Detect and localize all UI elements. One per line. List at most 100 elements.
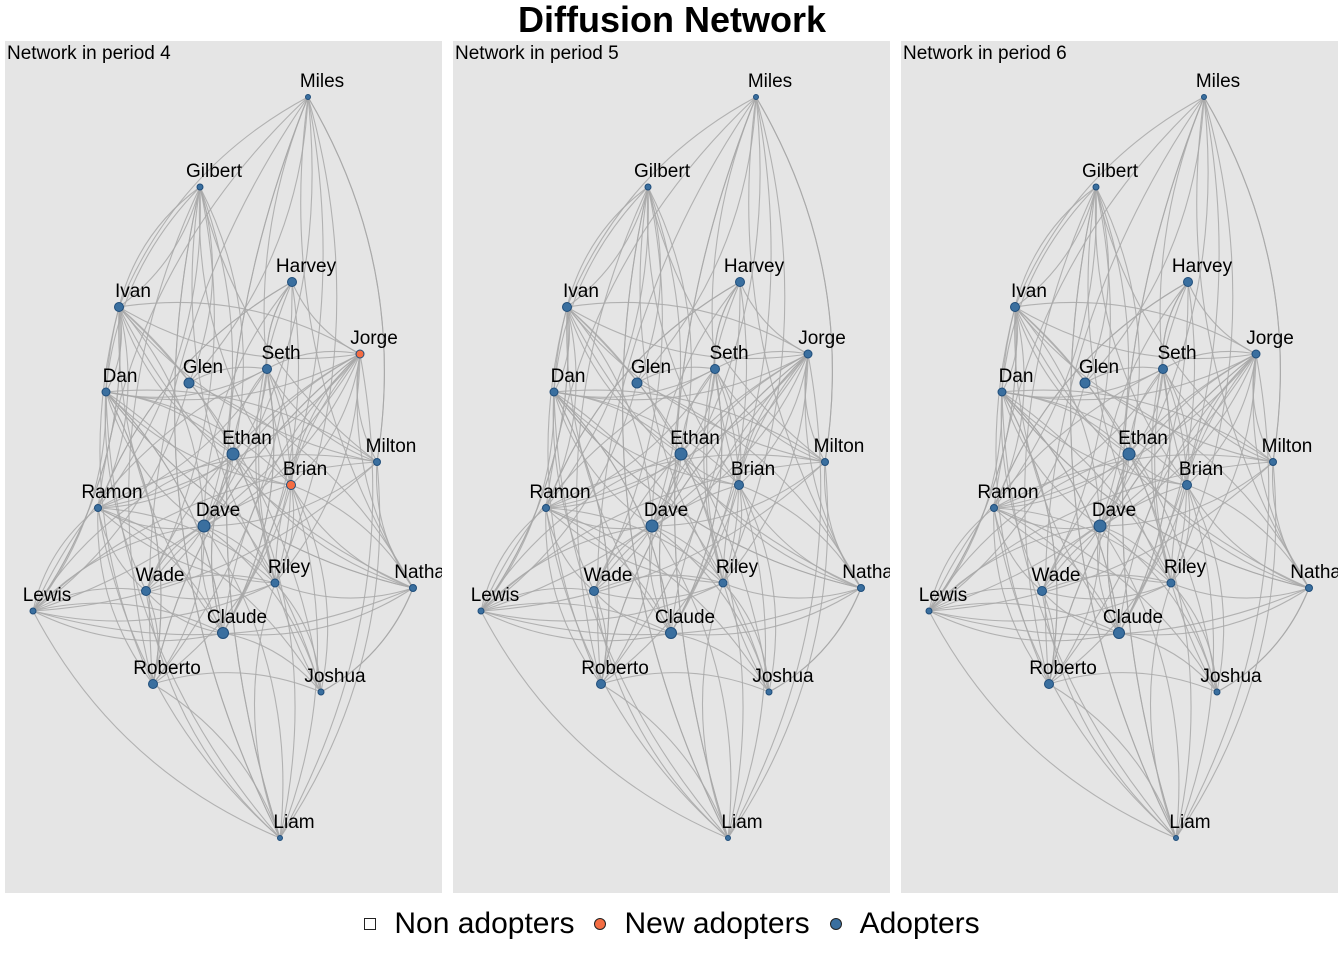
node-label: Riley	[268, 557, 311, 578]
network-edge	[928, 587, 1043, 612]
network-edge	[1099, 281, 1189, 527]
network-edge	[593, 186, 663, 592]
network-edge	[97, 507, 281, 839]
network-edge	[118, 306, 322, 693]
network-edge	[105, 353, 361, 401]
node-dave	[197, 519, 211, 533]
network-edge	[1014, 186, 1097, 308]
network-edge	[118, 96, 309, 308]
node-ethan	[674, 447, 688, 461]
network-edge	[636, 96, 757, 384]
network-edge	[32, 382, 190, 612]
network-edge	[32, 610, 281, 839]
node-label: Wade	[136, 565, 185, 586]
network-edge	[755, 96, 833, 463]
node-milton	[821, 458, 829, 466]
network-edge	[145, 186, 215, 592]
network-edge	[1014, 301, 1257, 355]
node-brian	[286, 480, 296, 490]
network-edge	[480, 587, 595, 612]
panel-title: Network in period 6	[903, 43, 1067, 64]
network-edge	[232, 368, 268, 455]
node-label: Lewis	[23, 585, 72, 606]
network-edge	[480, 610, 672, 642]
network-panel-period-6: Miles Gilbert Harvey Ivan Jorge Seth Glen Dan Et…	[901, 41, 1338, 893]
network-edge	[993, 507, 1172, 584]
network-edge	[566, 306, 826, 463]
network-edge	[600, 683, 729, 839]
network-edge	[1175, 461, 1277, 839]
network-edge	[553, 391, 653, 527]
network-edge	[714, 350, 809, 370]
network-edge	[210, 453, 234, 634]
network-edge	[32, 582, 276, 622]
network-edge	[722, 353, 809, 584]
network-edge	[480, 306, 569, 612]
network-edge	[1118, 281, 1195, 634]
network-edge	[646, 186, 740, 486]
network-edge	[480, 610, 729, 839]
network-edge	[1170, 96, 1234, 584]
network-edge	[714, 368, 826, 463]
network-edge	[105, 391, 292, 486]
node-roberto	[1044, 679, 1054, 689]
network-edge	[1149, 582, 1177, 839]
network-edge	[622, 186, 729, 839]
network-edge	[993, 507, 1177, 839]
network-edge	[274, 484, 295, 584]
network-edge	[200, 525, 224, 634]
network-edge	[145, 590, 281, 839]
network-edge	[993, 507, 1218, 693]
network-edge	[32, 461, 378, 612]
network-edge	[97, 507, 276, 584]
network-edge	[566, 306, 862, 589]
network-edge	[545, 453, 682, 509]
network-edge	[1128, 368, 1164, 455]
node-joshua	[317, 688, 325, 696]
network-edge	[118, 306, 414, 589]
node-label: Dan	[999, 366, 1034, 387]
edges	[928, 96, 1310, 839]
network-edge	[768, 587, 862, 693]
node-label: Gilbert	[634, 161, 691, 182]
network-edge	[188, 96, 309, 384]
network-edge	[32, 525, 205, 612]
node-label: Roberto	[133, 658, 201, 679]
legend: Non adopters New adopters Adopters	[0, 900, 1344, 948]
network-edge	[222, 96, 324, 634]
network-edge	[199, 186, 244, 455]
network-panel-period-4: Miles Gilbert Harvey Ivan Jorge Seth Glen Dan Et…	[5, 41, 442, 893]
network-edge	[203, 453, 234, 527]
legend-label: Adopters	[859, 907, 980, 940]
network-edge	[553, 391, 770, 693]
network-edge	[279, 353, 374, 839]
node-label: Ivan	[1011, 281, 1047, 302]
network-edge	[670, 281, 747, 634]
network-edge	[1099, 525, 1218, 693]
node-label: Miles	[1196, 71, 1240, 92]
network-edge	[480, 582, 724, 622]
node-label: Ivan	[115, 281, 151, 302]
node-gilbert	[644, 183, 652, 191]
network-edge	[928, 610, 1120, 642]
network-edge	[290, 484, 414, 589]
network-edge	[545, 507, 724, 584]
network-edge	[593, 525, 653, 592]
network-edge	[32, 306, 121, 612]
network-edge	[1014, 306, 1274, 463]
node-label: Roberto	[1029, 658, 1097, 679]
network-edge	[1175, 484, 1215, 839]
network-edge	[1001, 391, 1101, 527]
node-dave	[1093, 519, 1107, 533]
legend-item-adopters: Adopters	[829, 907, 980, 941]
node-label: Brian	[731, 459, 775, 480]
network-edge	[1118, 368, 1171, 634]
network-edge	[1014, 306, 1257, 360]
network-edge	[1170, 484, 1191, 584]
network-edge	[1170, 582, 1218, 693]
network-edge	[1041, 590, 1055, 685]
network-edge	[480, 507, 547, 612]
node-label: Jorge	[1246, 328, 1294, 349]
network-edge	[1095, 186, 1130, 527]
network-edge	[928, 368, 1164, 612]
